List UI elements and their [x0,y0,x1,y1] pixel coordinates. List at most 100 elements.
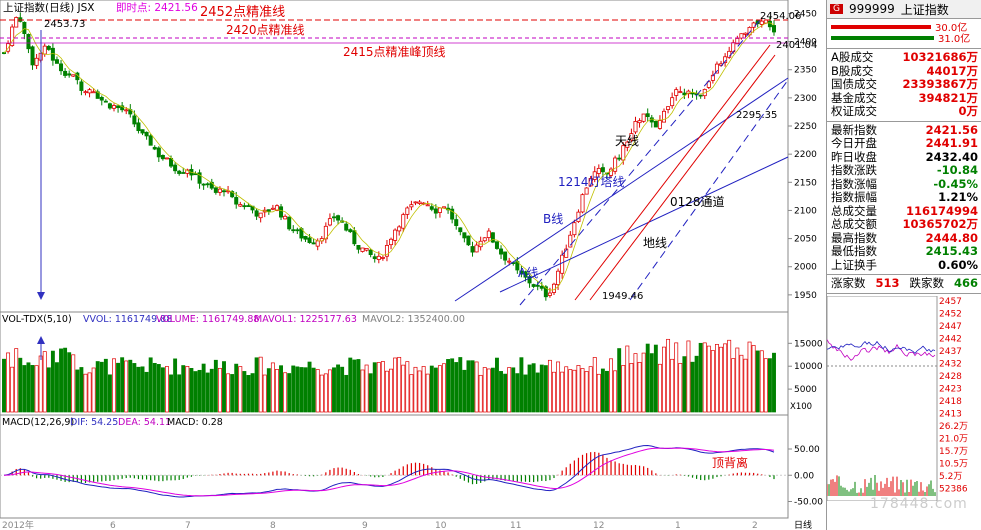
candle-body [372,256,377,260]
volume-bar [527,364,532,413]
volume-bar [181,365,186,413]
volume-bar [584,371,589,413]
volume-bar [653,344,658,413]
volume-bar [596,373,601,413]
candle-body [34,57,39,66]
candle-body [71,74,76,77]
volume-bar [201,363,206,413]
quote-value: 0万 [958,104,978,118]
candle-body [494,241,499,249]
volume-bar [413,366,418,413]
volume-bar [600,368,605,413]
candle-body [352,230,357,245]
quote-label: 权证成交 [831,104,877,118]
volume-bar [26,362,31,413]
volume-bar [279,365,283,413]
candle-body [560,254,565,274]
candle-body [393,229,398,241]
candle-body [576,211,581,222]
quote-value: 394821万 [918,90,978,105]
volume-bar [694,355,699,413]
volume-bar [213,359,218,413]
candle-body [470,246,475,253]
candle-body [360,247,365,252]
candle-body [311,242,316,245]
volume-bar [772,352,776,413]
candle-body [527,276,532,284]
intraday-minichart[interactable]: 2457 2452 2447 2442 2437 2432 2428 2423 2418 2413… [826,295,981,501]
volume-bar [124,360,129,413]
turnover-bar-down [831,35,934,40]
candle-body [617,157,622,160]
volume-bar [723,343,728,413]
volume-bar [767,358,772,413]
volume-bar [576,365,581,413]
candle-body [596,167,601,174]
candle-body [6,43,11,52]
volume-bar [417,370,422,413]
mini-axis-label: 2423 [939,384,962,394]
volume-bar [262,374,267,413]
quote-row: 上证换手 0.60% [827,258,981,273]
mini-avg-line [826,340,936,354]
quote-value: -10.84 [936,163,978,177]
candle-body [759,20,764,25]
volume-bar [103,358,108,413]
month-label: 7 [185,521,191,530]
volume-bar [79,367,84,413]
price-tick-label: 2150 [794,178,817,188]
volume-bar [368,373,373,413]
candle-body [107,103,112,109]
vol-mavol2: MAVOL2: 1352400.00 [362,314,465,325]
quote-value: 23393867万 [902,77,978,91]
candle-body [706,81,711,88]
period-tab[interactable]: 日线 [794,519,812,530]
volume-bar [144,371,149,413]
quote-row: 今日开盘 2441.91 [827,136,981,151]
candle-body [132,115,137,125]
candle-body [739,33,744,39]
label-right-level: 2401.04 [776,40,817,51]
volume-bar [319,374,324,413]
label-low: 1949.46 [602,291,643,302]
mini-axis-label: 2418 [939,397,962,407]
price-tick-label: 2300 [794,94,817,104]
volume-bar [254,357,259,413]
volume-bar [376,362,381,413]
candle-body [633,121,638,133]
month-label: 11 [510,521,521,530]
volume-bar [556,361,561,413]
chart-area[interactable]: 1950 2000 2050 2100 2150 2200 2250 2300 2350 2400… [0,0,826,530]
arrow-head [37,292,45,300]
volume-bar [34,365,39,413]
volume-bar [372,362,377,413]
volume-bar [55,362,59,413]
volume-bar [63,347,68,413]
candle-body [124,109,129,112]
candle-body [437,207,442,213]
month-label: 6 [110,521,116,530]
volume-bar [666,338,671,413]
candle-body [266,209,271,212]
sidebar-name: 上证指数 [900,2,949,17]
volume-bar [30,365,35,413]
volume-bar [275,369,279,413]
price-tick-label: 2350 [794,66,817,76]
vol-arrow-head [37,336,45,344]
candle-body [666,106,671,110]
candle-body [454,219,459,226]
volume-bar [645,343,650,413]
volume-bar [442,363,446,413]
volume-bar [132,363,137,413]
candle-body [405,207,410,215]
volume-bar [657,363,662,413]
candle-body [641,113,646,122]
candle-body [376,255,381,260]
candle-body [613,157,618,172]
candle-body [209,181,214,189]
candle-body [79,81,84,91]
candle-body [409,204,414,208]
turnover-bars: 30.0亿 31.0亿 [827,19,981,46]
volume-bar [727,339,732,413]
volume-bar [91,367,96,413]
